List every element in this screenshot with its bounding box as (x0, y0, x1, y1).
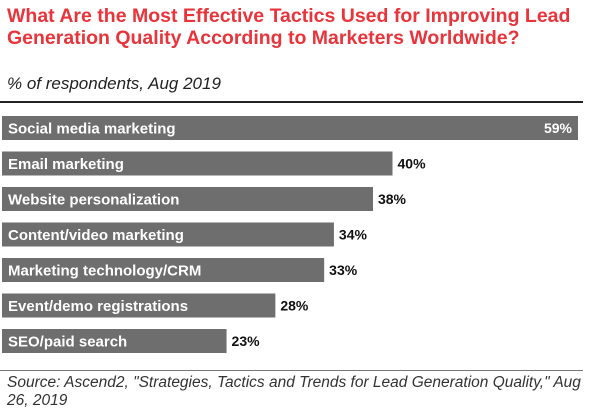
category-label: Social media marketing (8, 121, 176, 138)
chart-title: What Are the Most Effective Tactics Used… (7, 5, 571, 49)
bar-content-video-marketing (2, 222, 334, 247)
category-label: Event/demo registrations (8, 298, 188, 315)
bar-social-media-marketing (2, 116, 578, 140)
chart-source: Source: Ascend2, "Strategies, Tactics an… (7, 374, 581, 409)
value-label: 59% (544, 120, 573, 136)
value-label: 40% (398, 156, 427, 172)
value-label: 33% (329, 262, 358, 278)
category-label: SEO/paid search (8, 334, 127, 351)
value-label: 28% (280, 298, 309, 314)
value-label: 38% (378, 191, 407, 207)
value-label: 34% (339, 227, 368, 243)
bar-website-personalization (2, 187, 373, 211)
bottom-divider (0, 370, 583, 371)
category-label: Content/video marketing (8, 227, 184, 244)
chart-subtitle: % of respondents, Aug 2019 (7, 74, 221, 93)
bar-marketing-technology-crm (2, 258, 325, 282)
bar-seo-paid-search (2, 329, 227, 353)
value-label: 23% (232, 333, 261, 349)
top-divider (0, 101, 583, 103)
bar-event-demo-registrations (2, 293, 276, 318)
bar-email-marketing (2, 151, 393, 176)
category-label: Website personalization (8, 192, 179, 209)
category-label: Marketing technology/CRM (8, 263, 201, 280)
category-label: Email marketing (8, 156, 124, 173)
